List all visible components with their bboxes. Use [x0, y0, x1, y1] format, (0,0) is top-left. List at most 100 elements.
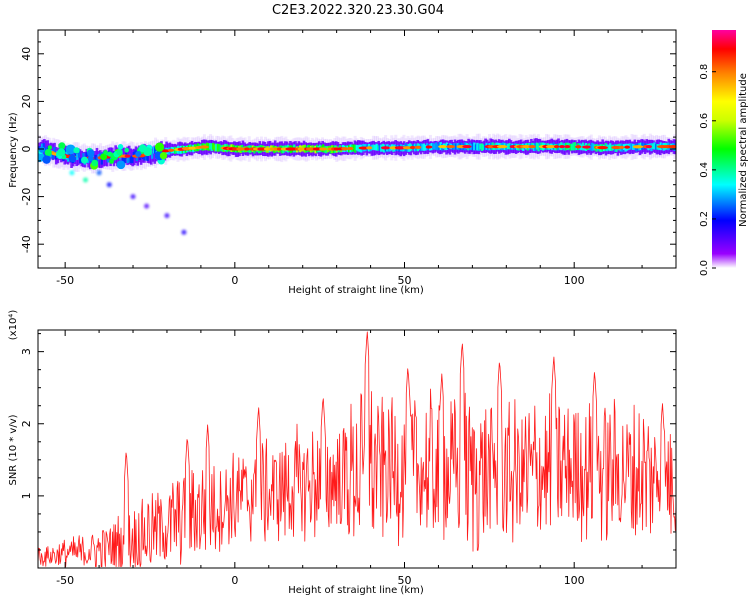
spectrogram-core-cell: [53, 146, 56, 155]
x-tick-label: 0: [231, 274, 238, 287]
spectrogram-blob: [159, 151, 168, 160]
spectrogram-core-cell: [215, 143, 218, 152]
spectrogram-peak-cell: [341, 147, 349, 151]
spectrogram-blob: [103, 150, 108, 155]
spectrogram-core-cell: [152, 146, 155, 154]
spectrogram-core-cell: [471, 142, 475, 151]
spectrogram-core-cell: [653, 142, 656, 150]
spectrogram-core-cell: [151, 153, 154, 159]
spectrogram-core-cell: [77, 150, 81, 158]
spectrogram-band-cell: [78, 149, 82, 164]
spectrogram-peak-cell: [409, 145, 416, 150]
spectrogram-blob: [65, 144, 76, 155]
spectrogram-scatter-point: [96, 170, 102, 176]
spectrogram-core-cell: [590, 142, 594, 151]
spectrogram-scatter-point: [83, 177, 89, 183]
spectrogram-core-cell: [480, 143, 484, 152]
spectrogram-scatter-point: [144, 203, 150, 209]
spectrogram-core-cell: [143, 154, 146, 161]
y-tick-label: 20: [20, 94, 33, 108]
spectrogram-blob: [138, 144, 147, 153]
snr-series-line: [38, 331, 676, 567]
spectrogram-blob: [58, 142, 66, 150]
spectrogram-blob: [124, 147, 129, 153]
y-tick-label: -20: [20, 188, 33, 206]
x-tick-label: 50: [398, 274, 412, 287]
spectrogram-core-cell: [535, 142, 539, 150]
spectrogram-peak-cell: [366, 146, 373, 150]
spectrogram-core-cell: [424, 144, 427, 151]
spectrogram-peak-cell: [553, 145, 560, 149]
spectrogram-peak-cell: [645, 145, 652, 149]
spectrogram-core-cell: [436, 144, 439, 151]
spectrogram-peak-cell: [545, 145, 557, 149]
spectrogram-blob: [117, 144, 124, 150]
spectrogram-core-cell: [592, 143, 595, 151]
spectrogram-core-cell: [609, 143, 612, 151]
spectrogram-core-cell: [54, 153, 58, 160]
spectrogram-blob: [116, 148, 123, 156]
spectrogram-core-cell: [352, 144, 355, 152]
spectrogram-blob: [68, 154, 77, 163]
spectrogram-core-cell: [209, 143, 212, 150]
spectrogram-core-cell: [126, 155, 129, 164]
x-tick-label: -50: [56, 274, 74, 287]
spectrogram-core-cell: [357, 145, 360, 152]
spectrogram-peak-cell: [380, 146, 391, 150]
spectrogram-core-cell: [479, 143, 482, 150]
snr-frame: [37, 329, 677, 569]
snr-y-ticks: 1 2 3: [20, 333, 676, 551]
spectrogram-blob: [100, 153, 108, 161]
spectrogram-core-cell: [474, 144, 478, 151]
spectrogram-core-cell: [506, 143, 510, 150]
spectrogram-scatter-point: [106, 182, 112, 188]
spectrogram-core-cell: [94, 154, 97, 163]
colorbar-ticks: 0.0 0.2 0.4 0.6 0.8: [699, 64, 716, 276]
colorbar-label: Normalized spectral amplitude: [738, 73, 749, 227]
spectrogram-peak-cell: [632, 145, 644, 149]
colorbar-tick-label: 0.8: [699, 64, 710, 80]
spectrogram-core-cell: [454, 143, 458, 150]
spectrogram-peak-cell: [297, 147, 306, 151]
spectrogram-blob: [91, 159, 99, 167]
spectrogram-scatter-point: [130, 194, 136, 200]
y-tick-label: 0: [20, 146, 33, 153]
spectrogram-peak-cell: [619, 145, 625, 149]
spectrogram-ylabel: Frequency (Hz): [8, 112, 19, 188]
spectrogram-marks: [38, 133, 676, 235]
spectrogram-blob: [116, 160, 126, 170]
spectrogram-core-cell: [508, 143, 511, 150]
spectrogram-core-cell: [372, 144, 375, 151]
spectrogram-blob: [87, 155, 94, 162]
spectrogram-peak-cell: [668, 145, 676, 149]
figure-title: C2E3.2022.320.23.30.G04: [272, 3, 444, 18]
snr-y-tick-label: 1: [20, 492, 33, 499]
spectrogram-core-cell: [82, 152, 85, 159]
spectrogram-peak-cell: [564, 145, 571, 149]
spectrogram-blob: [57, 148, 66, 157]
spectrogram-core-cell: [607, 144, 610, 151]
colorbar-tick-label: 0.0: [699, 260, 710, 276]
spectrogram-blob: [42, 155, 51, 164]
spectrogram-peak-cell: [425, 145, 433, 149]
spectrogram-core-cell: [100, 157, 103, 165]
snr-panel: -50 0 50 100 1 2 3 Height of straight line (k…: [8, 310, 677, 596]
spectrogram-core-cell: [106, 155, 110, 163]
spectrogram-peak-cell: [167, 148, 175, 152]
spectrogram-core-cell: [537, 143, 540, 152]
spectrogram-core-cell: [121, 155, 125, 162]
snr-multiplier: (x10⁴): [8, 310, 19, 341]
spectrogram-peak-cell: [188, 146, 198, 150]
spectrogram-peak-cell: [597, 146, 609, 150]
spectrogram-core-cell: [129, 155, 132, 164]
spectrogram-core-cell: [154, 147, 157, 154]
spectrogram-panel: -50 0 50 100 -40 -20 0 20 40 Height of straight…: [8, 29, 677, 296]
spectrogram-core-cell: [128, 154, 131, 163]
spectrogram-core-cell: [654, 143, 658, 150]
spectrogram-core-cell: [144, 153, 148, 161]
snr-x-ticks: -50 0 50 100: [56, 330, 677, 587]
snr-y-tick-label: 3: [20, 348, 33, 355]
spectrogram-peak-cell: [402, 146, 412, 150]
spectrogram-core-cell: [572, 142, 575, 151]
